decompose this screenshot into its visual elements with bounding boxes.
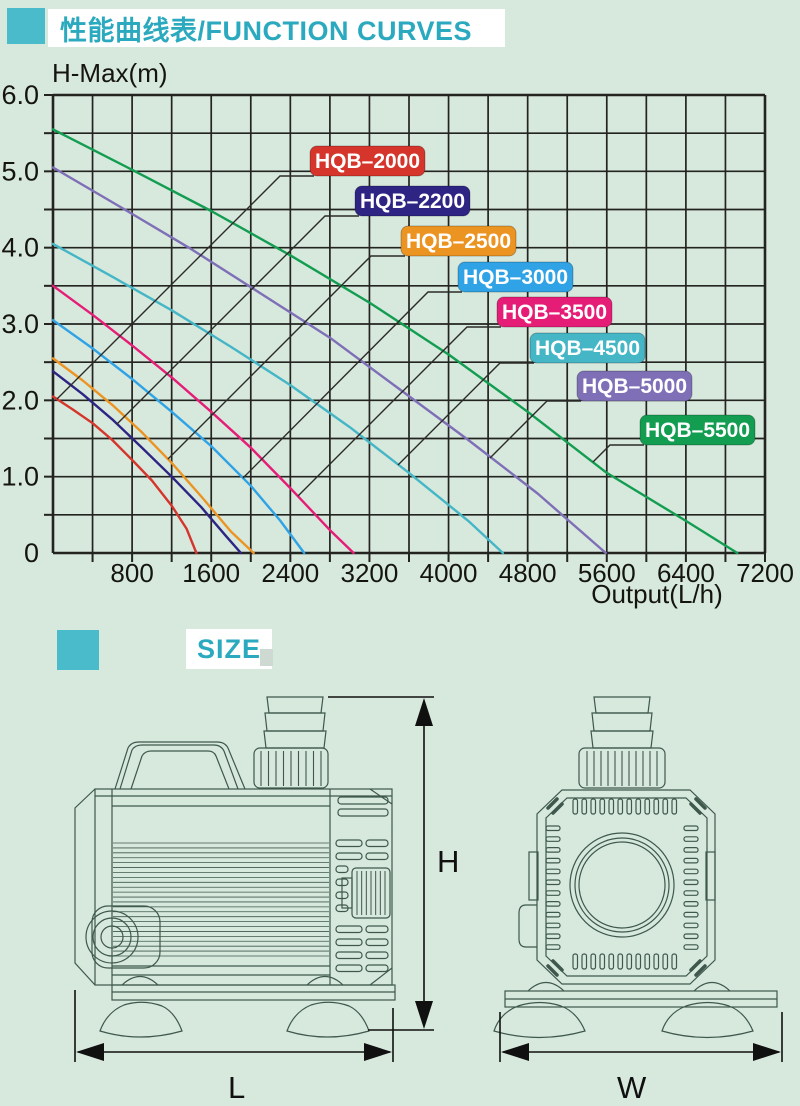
leader-line-hqb-3000 (242, 291, 462, 479)
suction-foot (286, 1001, 370, 1038)
y-tick-label: 1.0 (1, 462, 39, 492)
y-tick-label: 5.0 (1, 156, 39, 186)
curve-hqb-3500 (51, 284, 355, 555)
x-tick-label: 5600 (578, 558, 636, 588)
pump-side-view (74, 696, 396, 1038)
x-tick-label: 800 (110, 558, 153, 588)
x-tick-label: 1600 (182, 558, 240, 588)
leader-line-hqb-5500 (592, 444, 644, 463)
x-tick-label: 2400 (261, 558, 319, 588)
side-clip (705, 851, 716, 901)
y-tick-label: 3.0 (1, 309, 39, 339)
series-label-hqb-2500: HQB–2500 (406, 230, 511, 253)
suction-foot (661, 1001, 754, 1039)
page-title: 性能曲线表/FUNCTION CURVES (60, 15, 473, 46)
dimension-label-length: L (228, 1070, 245, 1105)
series-label-box-hqb-5000 (576, 370, 693, 402)
dimension-label-height: H (437, 844, 459, 879)
outlet-collar (253, 747, 329, 789)
series-label-hqb-5500: HQB–5500 (645, 419, 750, 442)
series-label-hqb-2000: HQB–2000 (315, 150, 420, 173)
handle (114, 741, 246, 790)
curve-hqb-2000 (51, 395, 198, 555)
outlet-barb (266, 696, 324, 714)
inlet-housing (91, 905, 161, 969)
y-tick-label: 2.0 (1, 385, 39, 415)
suction-foot (493, 1001, 586, 1039)
inlet-port (85, 910, 139, 964)
y-tick-label: 0 (24, 538, 39, 568)
y-axis-title: H-Max(m) (52, 58, 168, 88)
curve-hqb-4500 (51, 242, 505, 555)
y-tick-label: 4.0 (1, 233, 39, 263)
series-label-hqb-3000: HQB–3000 (463, 266, 568, 289)
series-label-box-hqb-5500 (639, 414, 756, 446)
series-label-box-hqb-2200 (354, 185, 471, 217)
size-title: SIZE (196, 633, 261, 664)
series-label-hqb-4500: HQB–4500 (535, 337, 640, 360)
leader-line-hqb-2500 (167, 255, 405, 460)
front-cap (74, 788, 96, 986)
side-clip (528, 851, 539, 901)
series-label-hqb-5000: HQB–5000 (582, 375, 687, 398)
outlet-collar (578, 747, 666, 789)
series-label-box-hqb-2000 (309, 145, 426, 177)
outlet-barb (593, 696, 651, 714)
size-title-artifact (260, 649, 273, 666)
x-tick-label: 7200 (736, 558, 794, 588)
series-label-box-hqb-3500 (496, 296, 613, 328)
function-curves-chart: 800 1600 2400 3200 4000 4800 5600 6400 7200 0 1.0 2… (1, 58, 794, 609)
size-accent-square (57, 630, 99, 670)
dimension-lines: H L W (74, 696, 783, 1105)
leader-line-hqb-2000 (56, 175, 314, 400)
curve-hqb-2500 (51, 357, 255, 555)
x-tick-label: 3200 (341, 558, 399, 588)
leader-line-hqb-4500 (397, 362, 534, 466)
series-label-box-hqb-2500 (400, 225, 517, 257)
header-accent-square (7, 8, 45, 44)
x-axis-title: Output(L/h) (591, 579, 723, 609)
y-tick-label: 6.0 (1, 80, 39, 110)
series-label-hqb-3500: HQB–3500 (502, 301, 607, 324)
vent-slots (545, 798, 699, 970)
size-title-band: SIZE (186, 629, 272, 669)
series-label-hqb-2200: HQB–2200 (360, 190, 465, 213)
curve-hqb-3000 (51, 319, 306, 555)
leader-line-hqb-5000 (489, 400, 581, 459)
dimension-label-width: W (617, 1070, 647, 1105)
x-tick-label: 4000 (420, 558, 478, 588)
series-label-box-hqb-4500 (529, 332, 646, 364)
suction-foot (99, 1001, 183, 1038)
pump-front-view (493, 696, 778, 1039)
leader-line-hqb-3500 (297, 326, 501, 497)
curve-hqb-5000 (51, 166, 607, 555)
x-tick-label: 6400 (657, 558, 715, 588)
inlet-port (569, 832, 675, 938)
curve-hqb-2200 (51, 370, 243, 555)
x-tick-label: 4800 (499, 558, 557, 588)
housing-outline (536, 789, 716, 985)
curve-hqb-5500 (51, 128, 739, 555)
leader-line-hqb-2200 (116, 215, 359, 425)
header-title-band: 性能曲线表/FUNCTION CURVES (48, 9, 505, 47)
series-label-box-hqb-3000 (457, 261, 574, 293)
